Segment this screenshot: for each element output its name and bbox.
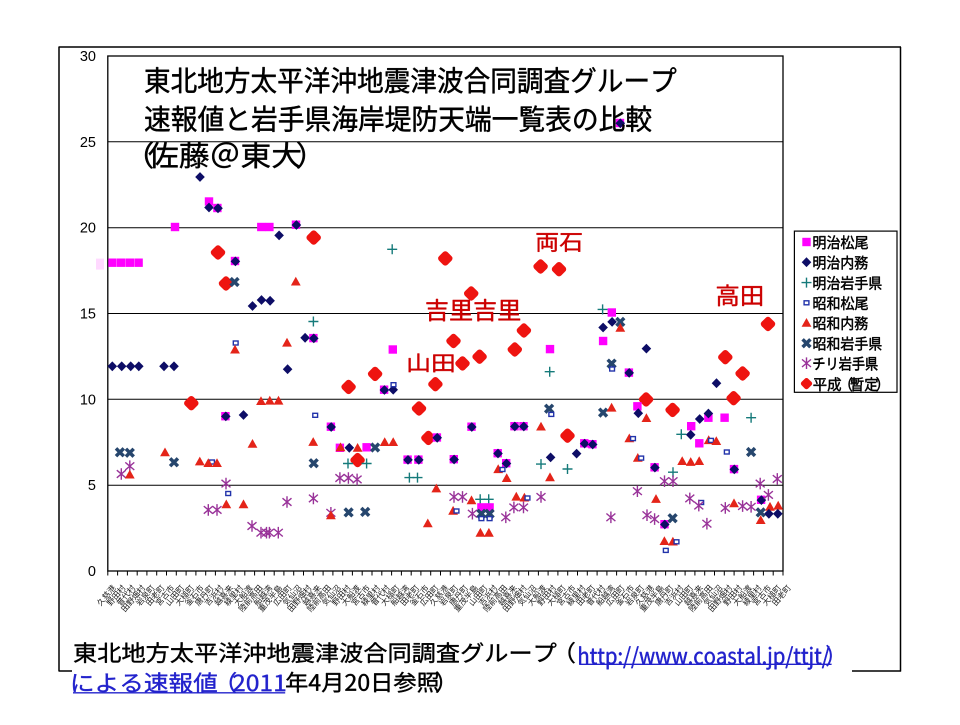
- svg-text:5: 5: [88, 478, 96, 494]
- svg-text:15: 15: [80, 307, 96, 323]
- svg-text:25: 25: [80, 135, 96, 151]
- svg-text:10: 10: [80, 392, 96, 408]
- svg-text:0: 0: [88, 564, 96, 580]
- svg-text:20: 20: [80, 221, 96, 237]
- svg-text:30: 30: [80, 49, 96, 65]
